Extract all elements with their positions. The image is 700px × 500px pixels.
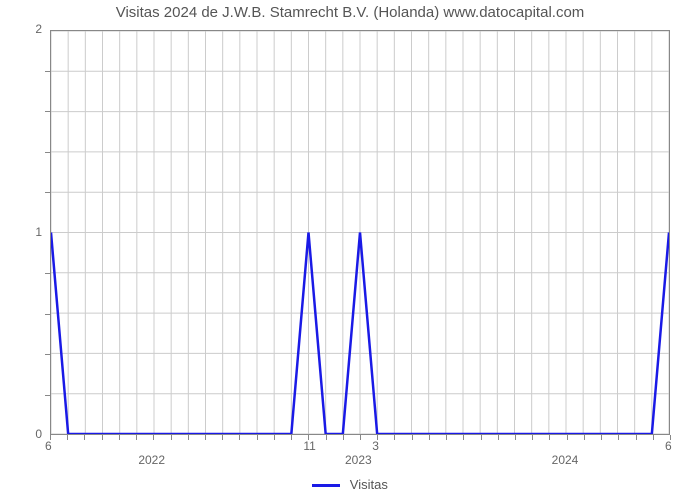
x-minor-tick [549,435,550,440]
x-minor-tick [618,435,619,440]
x-minor-tick [429,435,430,440]
y-tick-label: 2 [2,22,42,36]
x-minor-tick [274,435,275,440]
bottom-number: 6 [665,439,672,453]
plot-area [50,30,670,435]
x-minor-tick [636,435,637,440]
y-minor-tick [45,395,50,396]
x-minor-tick [394,435,395,440]
x-minor-tick [84,435,85,440]
x-minor-tick [498,435,499,440]
x-minor-tick [601,435,602,440]
bottom-number: 6 [45,439,52,453]
legend-label: Visitas [350,477,388,492]
x-minor-tick [463,435,464,440]
x-minor-tick [515,435,516,440]
x-minor-tick [136,435,137,440]
y-minor-tick [45,111,50,112]
x-minor-tick [171,435,172,440]
x-minor-tick [360,435,361,440]
y-minor-tick [45,192,50,193]
x-minor-tick [291,435,292,440]
x-minor-tick [343,435,344,440]
chart-svg [51,31,669,434]
legend-swatch [312,484,340,487]
y-minor-tick [45,314,50,315]
y-minor-tick [45,354,50,355]
x-minor-tick [412,435,413,440]
x-minor-tick [205,435,206,440]
x-minor-tick [153,435,154,440]
x-minor-tick [67,435,68,440]
x-year-label: 2024 [552,453,579,467]
y-minor-tick [45,152,50,153]
x-minor-tick [188,435,189,440]
bottom-number: 3 [372,439,379,453]
x-minor-tick [222,435,223,440]
x-minor-tick [481,435,482,440]
x-minor-tick [584,435,585,440]
x-year-label: 2023 [345,453,372,467]
y-tick-label: 1 [2,225,42,239]
x-year-label: 2022 [138,453,165,467]
y-minor-tick [45,273,50,274]
y-minor-tick [45,71,50,72]
x-minor-tick [119,435,120,440]
x-minor-tick [102,435,103,440]
legend: Visitas [0,477,700,492]
y-tick-label: 0 [2,427,42,441]
x-minor-tick [257,435,258,440]
x-minor-tick [446,435,447,440]
x-minor-tick [532,435,533,440]
x-minor-tick [653,435,654,440]
x-minor-tick [326,435,327,440]
chart-title: Visitas 2024 de J.W.B. Stamrecht B.V. (H… [0,4,700,21]
x-minor-tick [567,435,568,440]
bottom-number: 11 [303,439,315,453]
x-minor-tick [239,435,240,440]
